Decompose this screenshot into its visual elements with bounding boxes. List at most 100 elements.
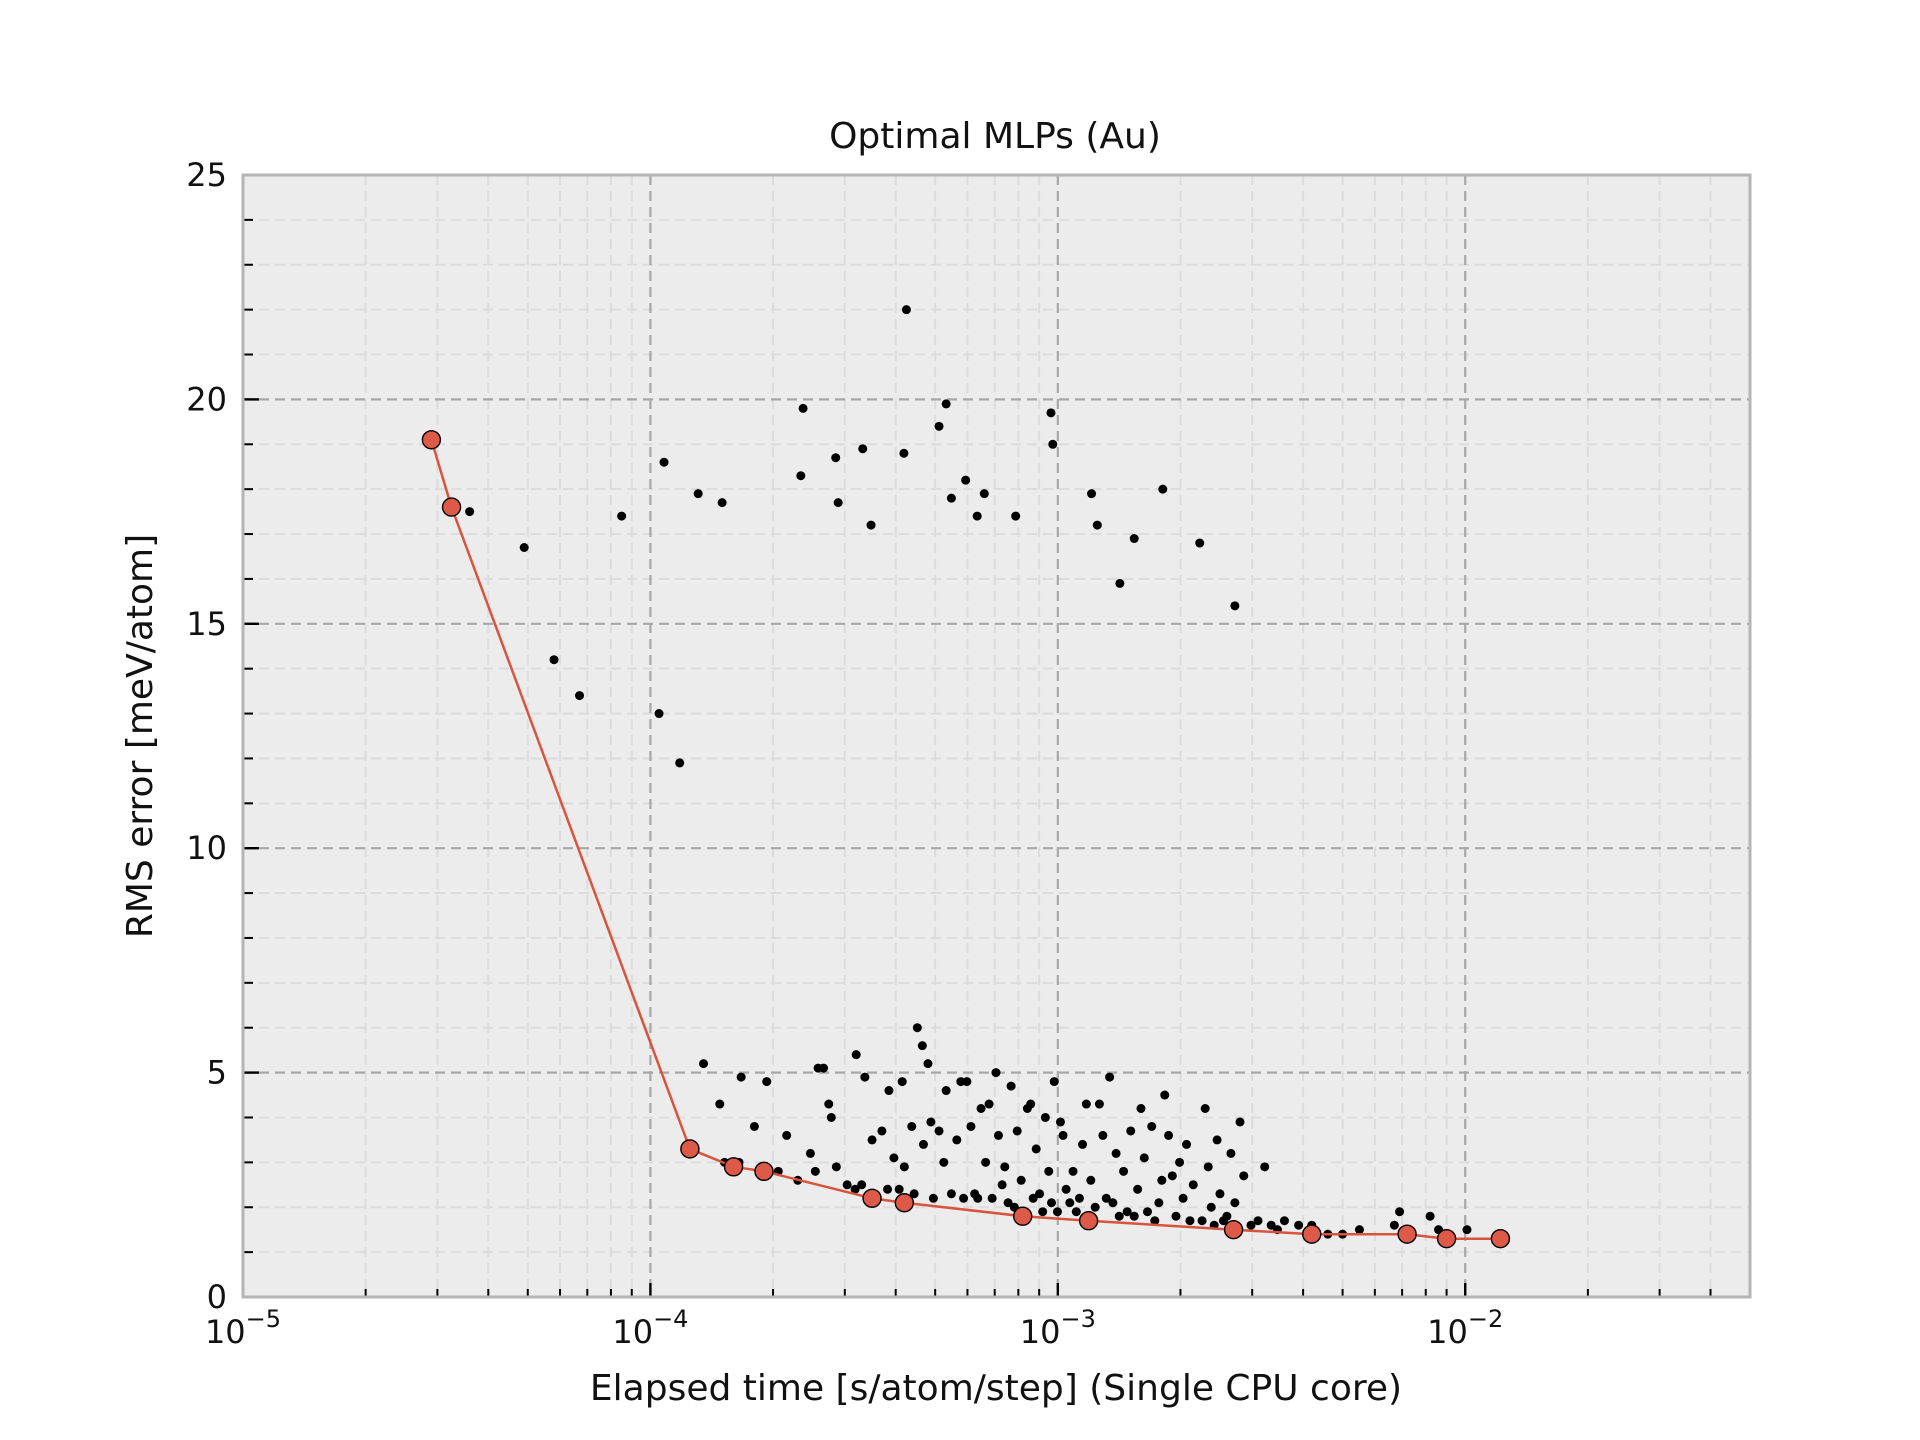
scatter-point: [1105, 1072, 1115, 1082]
pareto-point: [1397, 1224, 1417, 1244]
scatter-point: [889, 1153, 899, 1163]
scatter-point: [946, 1189, 956, 1199]
scatter-point: [987, 1193, 997, 1203]
scatter-point: [1188, 1180, 1198, 1190]
scatter-point: [909, 1189, 919, 1199]
scatter-point: [976, 1104, 986, 1114]
scatter-point: [1253, 1216, 1263, 1226]
scatter-point: [1055, 1117, 1065, 1127]
scatter-point: [858, 444, 868, 454]
scatter-point: [659, 457, 669, 467]
scatter-point: [962, 1077, 972, 1087]
scatter-point: [877, 1126, 887, 1136]
scatter-point: [1058, 1130, 1068, 1140]
scatter-point: [851, 1050, 861, 1060]
scatter-point: [981, 1157, 991, 1167]
scatter-point: [1195, 538, 1205, 548]
scatter-point: [1044, 1166, 1054, 1176]
scatter-point: [923, 1059, 933, 1069]
pareto-point: [1078, 1211, 1099, 1231]
scatter-point: [1215, 1189, 1225, 1199]
scatter-point: [934, 421, 944, 431]
scatter-point: [966, 1121, 976, 1131]
scatter-point: [1101, 1193, 1111, 1203]
scatter-point: [617, 511, 627, 521]
scatter-point: [867, 1135, 877, 1145]
scatter-point: [833, 498, 843, 508]
scatter-point: [1028, 1193, 1038, 1203]
scatter-point: [1114, 1211, 1124, 1221]
scatter-point: [1354, 1225, 1364, 1235]
scatter-point: [1016, 1175, 1026, 1185]
scatter-point: [675, 758, 685, 768]
scatter-point: [1108, 1198, 1118, 1208]
pareto-front-series: [421, 430, 1511, 1249]
y-axis-tick-labels: 0 5 10 15 20 25: [186, 156, 227, 1316]
scatter-point: [850, 1184, 860, 1194]
scatter-point: [1294, 1220, 1304, 1230]
scatter-point: [1052, 1207, 1062, 1217]
scatter-point: [1122, 1207, 1132, 1217]
x-axis-label: Elapsed time [s/atom/step] (Single CPU c…: [590, 1368, 1402, 1409]
scatter-point: [1006, 1081, 1016, 1091]
scatter-point: [819, 1063, 829, 1073]
scatter-point: [1049, 1077, 1059, 1087]
pareto-point: [862, 1188, 882, 1208]
scatter-point: [1158, 484, 1168, 494]
y-axis-label: RMS error [meV/atom]: [120, 534, 161, 938]
scatter-point: [1147, 1121, 1157, 1131]
scatter-point: [991, 1068, 1001, 1078]
scatter-point: [831, 1162, 841, 1172]
scatter-point: [1129, 534, 1139, 544]
scatter-point: [1003, 1198, 1013, 1208]
scatter-point: [984, 1099, 994, 1109]
scatter-point: [1061, 1184, 1071, 1194]
scatter-point: [1119, 1166, 1129, 1176]
scatter-point: [1133, 1184, 1143, 1194]
scatter-point: [894, 1184, 904, 1194]
y-tick-label: 20: [186, 380, 227, 418]
y-tick-label: 25: [186, 156, 227, 194]
scatter-point: [901, 305, 911, 315]
scatter-point: [1000, 1162, 1010, 1172]
scatter-point: [717, 498, 727, 508]
pareto-point: [1013, 1206, 1033, 1226]
scatter-point: [1389, 1220, 1399, 1230]
scatter-point: [979, 489, 989, 499]
scatter-point: [1154, 1198, 1164, 1208]
scatter-point: [1200, 1104, 1210, 1114]
pareto-point: [754, 1161, 774, 1182]
pareto-point: [1436, 1228, 1457, 1249]
scatter-point: [1260, 1162, 1270, 1172]
scatter-point: [899, 1162, 909, 1172]
scatter-point: [549, 655, 559, 665]
scatter-point: [1395, 1207, 1405, 1217]
scatter-point: [1048, 439, 1058, 449]
scatter-point: [1142, 1207, 1152, 1217]
scatter-point: [907, 1121, 917, 1131]
scatter-point: [961, 475, 971, 485]
scatter-point: [1126, 1126, 1136, 1136]
scatter-point: [831, 453, 841, 463]
scatter-point: [810, 1166, 820, 1176]
x-axis-tick-labels: 10−5 10−4 10−3 10−2: [205, 1305, 1503, 1351]
scatter-point: [1081, 1099, 1091, 1109]
scatter-point: [1222, 1211, 1232, 1221]
scatter-point: [798, 403, 808, 413]
scatter-point: [897, 1077, 907, 1087]
scatter-point: [1078, 1139, 1088, 1149]
scatter-point: [926, 1117, 936, 1127]
scatter-point: [654, 709, 664, 719]
scatter-point: [1167, 1171, 1177, 1181]
scatter-point: [952, 1135, 962, 1145]
scatter-point: [1279, 1216, 1289, 1226]
scatter-point: [860, 1072, 870, 1082]
scatter-point: [782, 1130, 792, 1140]
scatter-point: [928, 1193, 938, 1203]
scatter-point: [1090, 1202, 1100, 1212]
scatter-point: [1094, 1099, 1104, 1109]
scatter-point: [1098, 1130, 1108, 1140]
pareto-point: [894, 1193, 915, 1213]
pareto-point: [1302, 1224, 1322, 1244]
scatter-point: [824, 1099, 834, 1109]
